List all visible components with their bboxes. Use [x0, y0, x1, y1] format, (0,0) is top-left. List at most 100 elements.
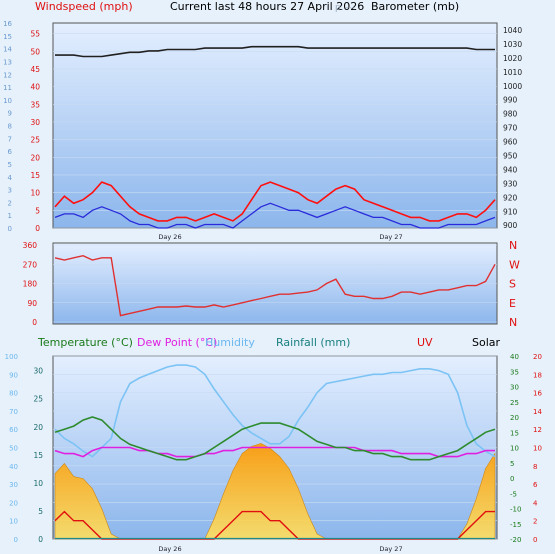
humidity-tick-label: 70 [9, 408, 18, 416]
temperature-tick-label: 25 [510, 399, 519, 407]
temperature-tick-label: 0 [510, 475, 514, 483]
wind-kts-tick-label: 13 [3, 58, 12, 66]
temperature-tick-label: 15 [510, 429, 519, 437]
wind-pressure-gridlines [53, 33, 497, 229]
uv-tick-label: 18 [533, 371, 542, 379]
wind-tick-label: 25 [30, 136, 40, 145]
wind-kts-tick-label: 9 [8, 110, 12, 118]
barometer-tick-label: 930 [503, 179, 518, 188]
uv-tick-label: 10 [533, 445, 542, 453]
humidity-tick-label: 60 [9, 426, 18, 434]
temperature-tick-label: 5 [510, 460, 514, 468]
humidity-tick-label: 50 [9, 445, 18, 453]
uv-tick-label: 20 [533, 353, 542, 361]
wind-kts-tick-label: 3 [8, 187, 12, 195]
temp-humidity-series [54, 364, 496, 540]
windspeed-axis-label: Windspeed (mph) [35, 0, 133, 13]
barometer-tick-label: 990 [503, 96, 518, 105]
wind-kts-tick-label: 15 [3, 33, 12, 41]
compass-tick-label: E [509, 297, 516, 310]
barometer-tick-label: 1000 [503, 82, 522, 91]
temperature-tick-label: -10 [510, 506, 521, 514]
rain-tick-label: 20 [33, 423, 43, 432]
wind-pressure-axes: 0510152025303540455055012345678910111213… [3, 20, 522, 241]
wind-kts-tick-label: 6 [8, 148, 13, 156]
temperature-tick-label: 40 [510, 353, 519, 361]
humidity-tick-label: 0 [14, 536, 18, 544]
barometer-tick-label: 910 [503, 207, 518, 216]
barometer-tick-label: 980 [503, 110, 518, 119]
temperature-tick-label: 20 [510, 414, 519, 422]
gust-series-line [54, 202, 496, 229]
wind-kts-tick-label: 1 [8, 212, 12, 220]
barometer-tick-label: 940 [503, 165, 518, 174]
humidity-tick-label: 90 [9, 371, 18, 379]
wind-kts-tick-label: 12 [3, 71, 12, 79]
temp-humidity-axes: 0102030405060708090100051015202530-20-15… [5, 353, 543, 553]
wind-kts-tick-label: 7 [8, 135, 12, 143]
direction-tick-label: 270 [23, 260, 38, 269]
barometer-tick-label: 1020 [503, 54, 522, 63]
compass-tick-label: N [509, 239, 517, 252]
temperature-tick-label: 30 [510, 384, 519, 392]
chart-title: Current last 48 hours 27 April 2026 [170, 0, 364, 13]
uv-tick-label: 2 [533, 518, 537, 526]
rain-tick-label: 30 [33, 367, 43, 376]
wind-tick-label: 45 [30, 65, 40, 74]
humidity-tick-label: 20 [9, 499, 18, 507]
uv-tick-label: 14 [533, 408, 542, 416]
wind-tick-label: 35 [30, 100, 40, 109]
wind-tick-label: 50 [30, 47, 40, 56]
day-tick-label: Day 26 [158, 545, 181, 553]
wind-tick-label: 0 [35, 224, 40, 233]
compass-tick-label: S [509, 278, 516, 291]
wind-pressure-series [54, 45, 496, 229]
temperature-tick-label: 35 [510, 368, 519, 376]
barometer-tick-label: 970 [503, 124, 518, 133]
temp-partial-label: p. [335, 3, 344, 13]
solar-legend: Solar [472, 336, 501, 349]
dew-point-series-line [54, 446, 495, 458]
direction-tick-label: 90 [27, 299, 37, 308]
temp-dashes-label: --- [345, 3, 355, 13]
direction-tick-label: 180 [23, 280, 38, 289]
wind-kts-tick-label: 8 [8, 123, 12, 131]
wind-tick-label: 5 [35, 206, 40, 215]
direction-tick-label: 360 [23, 241, 38, 250]
wind-kts-tick-label: 10 [3, 97, 12, 105]
rainfall-legend: Rainfall (mm) [276, 336, 350, 349]
compass-tick-label: W [509, 258, 520, 271]
humidity-tick-label: 80 [9, 390, 18, 398]
humidity-tick-label: 30 [9, 481, 18, 489]
humidity-series-line [54, 364, 496, 458]
temperature-tick-label: 10 [510, 445, 519, 453]
wind-kts-tick-label: 14 [3, 46, 12, 54]
uv-tick-label: 8 [533, 463, 537, 471]
uv-legend: UV [417, 336, 433, 349]
day-tick-label: Day 27 [379, 545, 402, 553]
humidity-tick-label: 10 [9, 518, 18, 526]
wind-direction-series [54, 254, 496, 317]
rain-tick-label: 0 [38, 535, 43, 544]
wind-kts-tick-label: 4 [8, 174, 13, 182]
humidity-legend: Humidity [205, 336, 255, 349]
temperature-tick-label: -5 [510, 490, 517, 498]
barometer-tick-label: 920 [503, 193, 518, 202]
humidity-tick-label: 40 [9, 463, 18, 471]
rain-tick-label: 15 [33, 451, 43, 460]
wind-tick-label: 55 [30, 30, 40, 39]
uv-tick-label: 12 [533, 426, 542, 434]
humidity-tick-label: 100 [5, 353, 18, 361]
wind-direction-series-line [54, 254, 496, 317]
temperature-tick-label: -15 [510, 521, 521, 529]
uv-tick-label: 6 [533, 481, 538, 489]
wind-kts-tick-label: 2 [8, 199, 12, 207]
wind-kts-tick-label: 0 [8, 225, 12, 233]
temperature-legend: Temperature (°C) [37, 336, 133, 349]
uv-tick-label: 0 [533, 536, 537, 544]
wind-tick-label: 20 [30, 153, 40, 162]
direction-tick-label: 0 [32, 318, 37, 327]
barometer-tick-label: 950 [503, 151, 518, 160]
temperature-tick-label: -20 [510, 536, 521, 544]
